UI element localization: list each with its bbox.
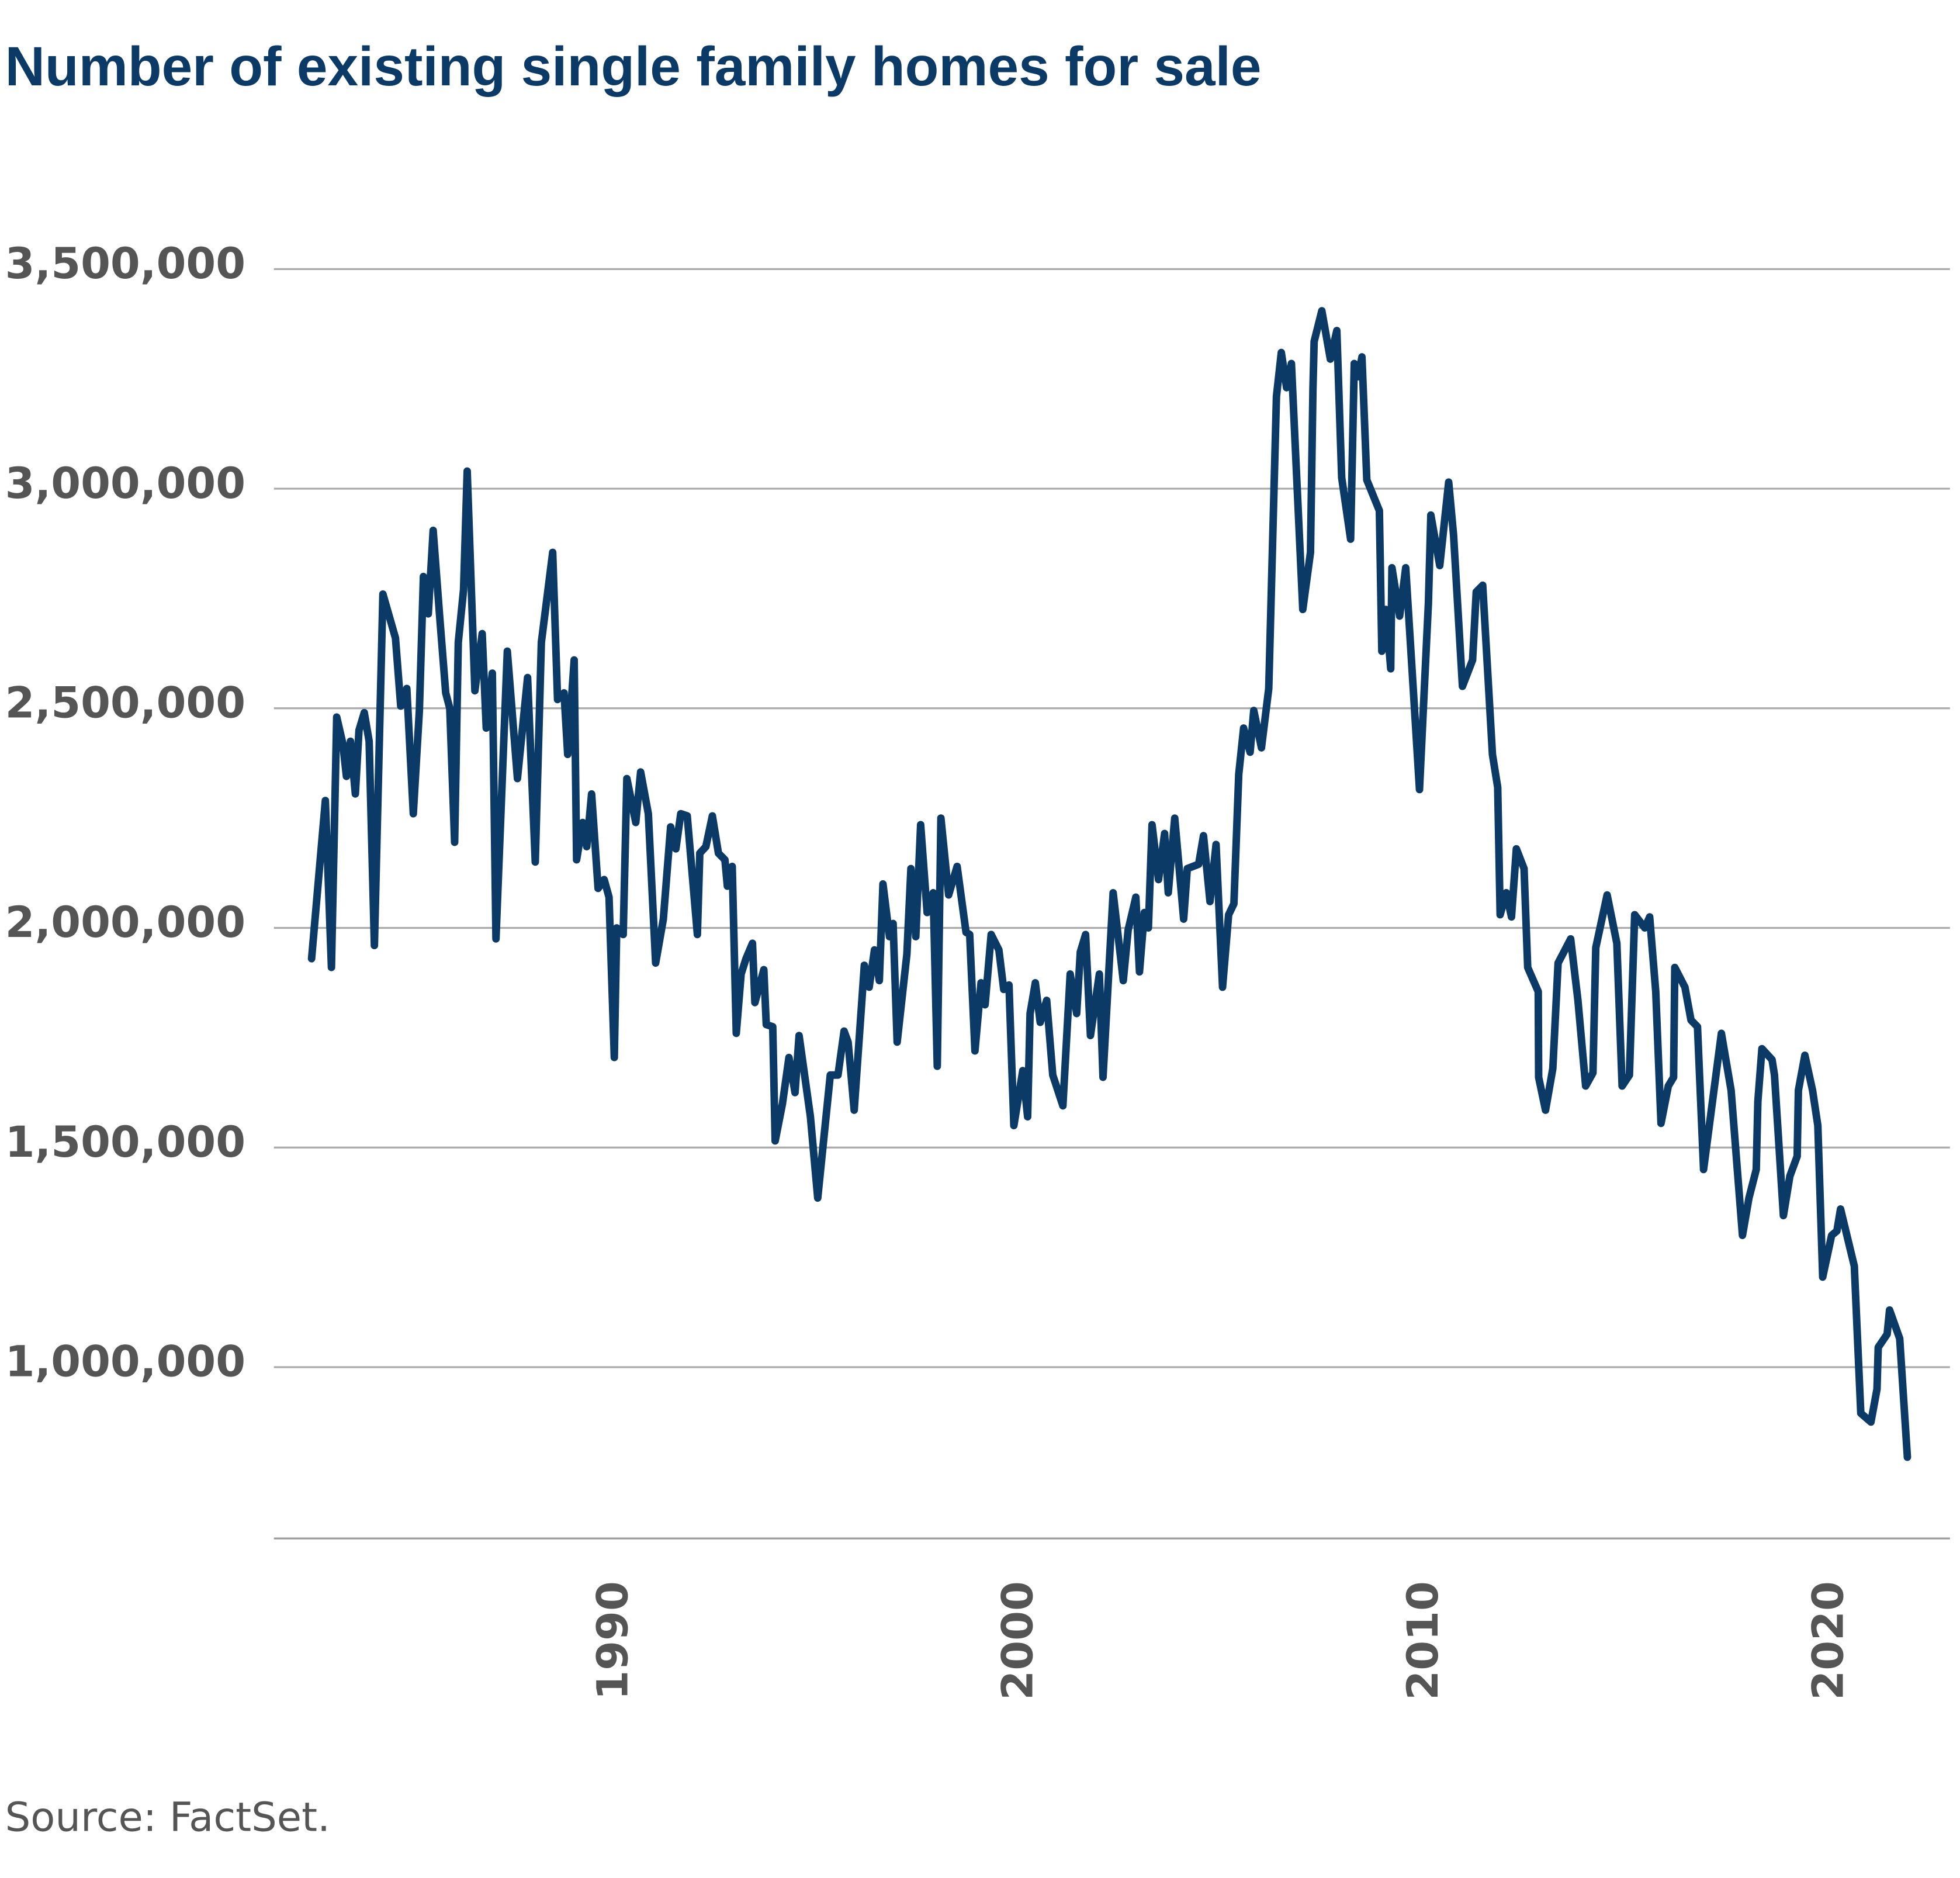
source-note: Source: FactSet.	[5, 1794, 330, 1841]
y-tick-label: 3,500,000	[5, 239, 246, 289]
y-tick-label: 3,000,000	[5, 459, 246, 509]
x-tick-label: 2010	[1398, 1581, 1448, 1700]
chart-title: Number of existing single family homes f…	[5, 36, 1262, 98]
y-tick-label: 1,000,000	[5, 1337, 246, 1387]
x-tick-label: 2000	[993, 1581, 1043, 1700]
y-tick-label: 2,500,000	[5, 679, 246, 728]
data-line	[307, 307, 1911, 1461]
x-tick-label: 2020	[1804, 1581, 1854, 1700]
y-tick-label: 1,500,000	[5, 1118, 246, 1167]
y-tick-label: 2,000,000	[5, 898, 246, 947]
x-tick-label: 1990	[588, 1581, 638, 1700]
